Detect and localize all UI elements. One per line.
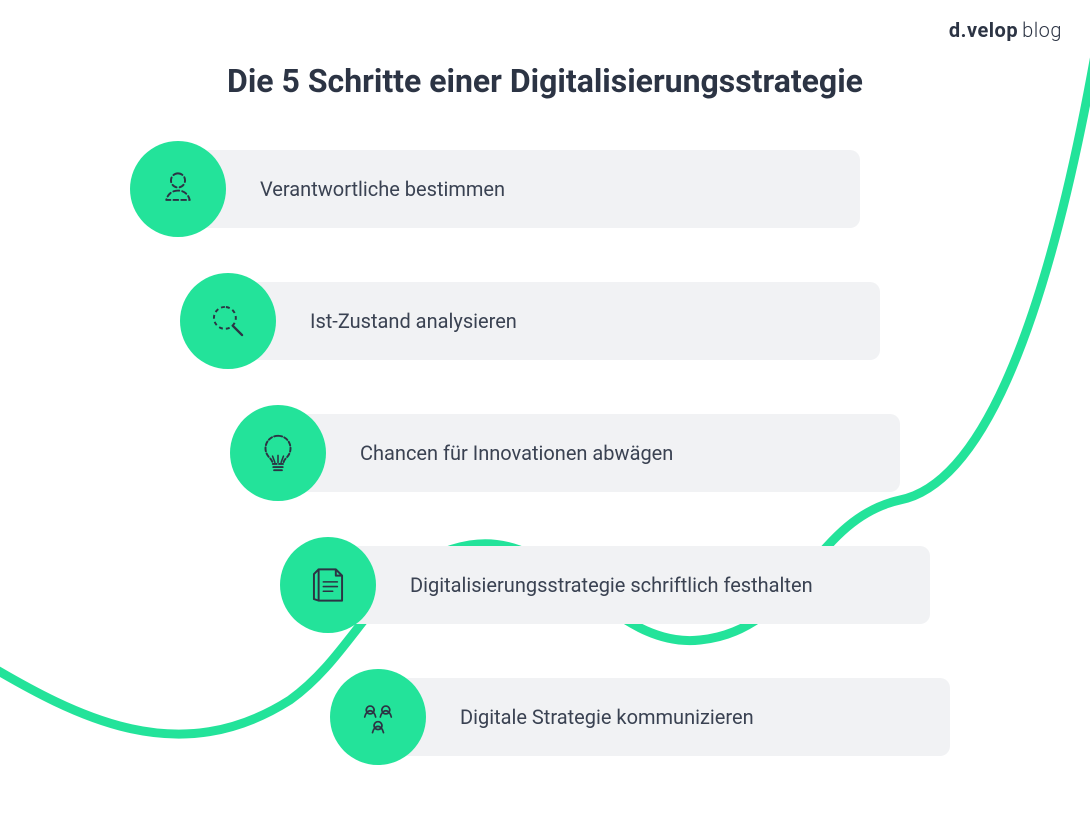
step-item: Ist-Zustand analysieren [0, 282, 1090, 378]
step-item: Digitalisierungsstrategie schriftlich fe… [0, 546, 1090, 642]
brand-name: d.velop [949, 18, 1018, 42]
step-label: Digitale Strategie kommunizieren [460, 705, 754, 729]
step-item: Verantwortliche bestimmen [0, 150, 1090, 246]
step-pill: Verantwortliche bestimmen [190, 150, 860, 228]
step-label: Ist-Zustand analysieren [310, 309, 517, 333]
step-item: Digitale Strategie kommunizieren [0, 678, 1090, 774]
step-label: Chancen für Innovationen abwägen [360, 441, 673, 465]
page-title: Die 5 Schritte einer Digitalisierungsstr… [0, 62, 1090, 100]
step-pill: Digitalisierungsstrategie schriftlich fe… [340, 546, 930, 624]
step-pill: Chancen für Innovationen abwägen [290, 414, 900, 492]
person-icon [130, 141, 226, 237]
step-pill: Ist-Zustand analysieren [240, 282, 880, 360]
brand-logo: d.velopblog [949, 18, 1062, 42]
step-pill: Digitale Strategie kommunizieren [390, 678, 950, 756]
steps-list: Verantwortliche bestimmen Ist-Zustand ana… [0, 150, 1090, 810]
brand-suffix: blog [1022, 18, 1062, 42]
step-label: Verantwortliche bestimmen [260, 177, 505, 201]
group-icon [330, 669, 426, 765]
bulb-icon [230, 405, 326, 501]
magnifier-icon [180, 273, 276, 369]
step-label: Digitalisierungsstrategie schriftlich fe… [410, 573, 813, 597]
step-item: Chancen für Innovationen abwägen [0, 414, 1090, 510]
document-icon [280, 537, 376, 633]
